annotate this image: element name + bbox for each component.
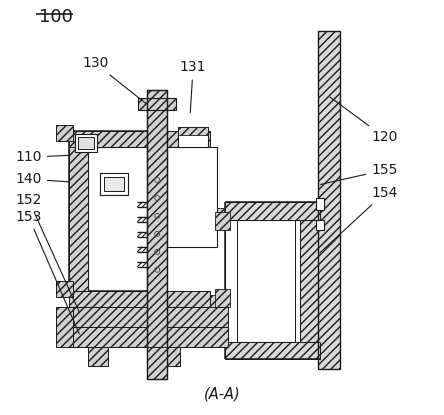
Bar <box>68 131 210 147</box>
Bar <box>160 347 180 366</box>
Bar <box>215 212 230 230</box>
Bar <box>75 134 97 152</box>
Bar <box>167 295 225 307</box>
Bar <box>68 327 228 347</box>
Text: 152: 152 <box>16 193 79 312</box>
Text: 153: 153 <box>16 210 79 334</box>
Bar <box>147 347 167 379</box>
Text: 140: 140 <box>16 172 70 186</box>
Bar <box>178 127 208 147</box>
Text: 130: 130 <box>82 56 146 104</box>
Text: 155: 155 <box>321 163 398 185</box>
Bar <box>56 307 74 347</box>
Text: 100: 100 <box>39 7 72 26</box>
Bar <box>68 291 210 307</box>
Text: 131: 131 <box>180 61 206 112</box>
Bar <box>225 342 320 359</box>
Bar <box>167 208 225 220</box>
Text: 110: 110 <box>16 150 70 164</box>
Text: 120: 120 <box>330 97 398 144</box>
Bar <box>167 147 217 247</box>
Bar <box>88 347 108 366</box>
Bar <box>317 31 340 369</box>
Bar <box>317 31 340 369</box>
Bar <box>147 90 167 379</box>
Bar <box>178 127 208 135</box>
Bar <box>300 220 317 342</box>
Bar <box>100 173 128 195</box>
Bar <box>138 98 176 110</box>
Bar <box>225 202 320 220</box>
Bar <box>56 281 74 297</box>
Bar <box>215 289 230 307</box>
Bar <box>316 220 324 230</box>
Bar <box>147 90 167 379</box>
Bar <box>56 125 74 141</box>
Bar <box>88 147 147 291</box>
Bar <box>104 177 124 191</box>
Bar <box>316 198 324 210</box>
Bar <box>68 147 88 291</box>
Bar <box>79 137 95 149</box>
Bar <box>68 307 228 327</box>
Text: (A-A): (A-A) <box>204 387 240 402</box>
Text: 154: 154 <box>320 186 398 253</box>
Bar <box>225 220 317 342</box>
